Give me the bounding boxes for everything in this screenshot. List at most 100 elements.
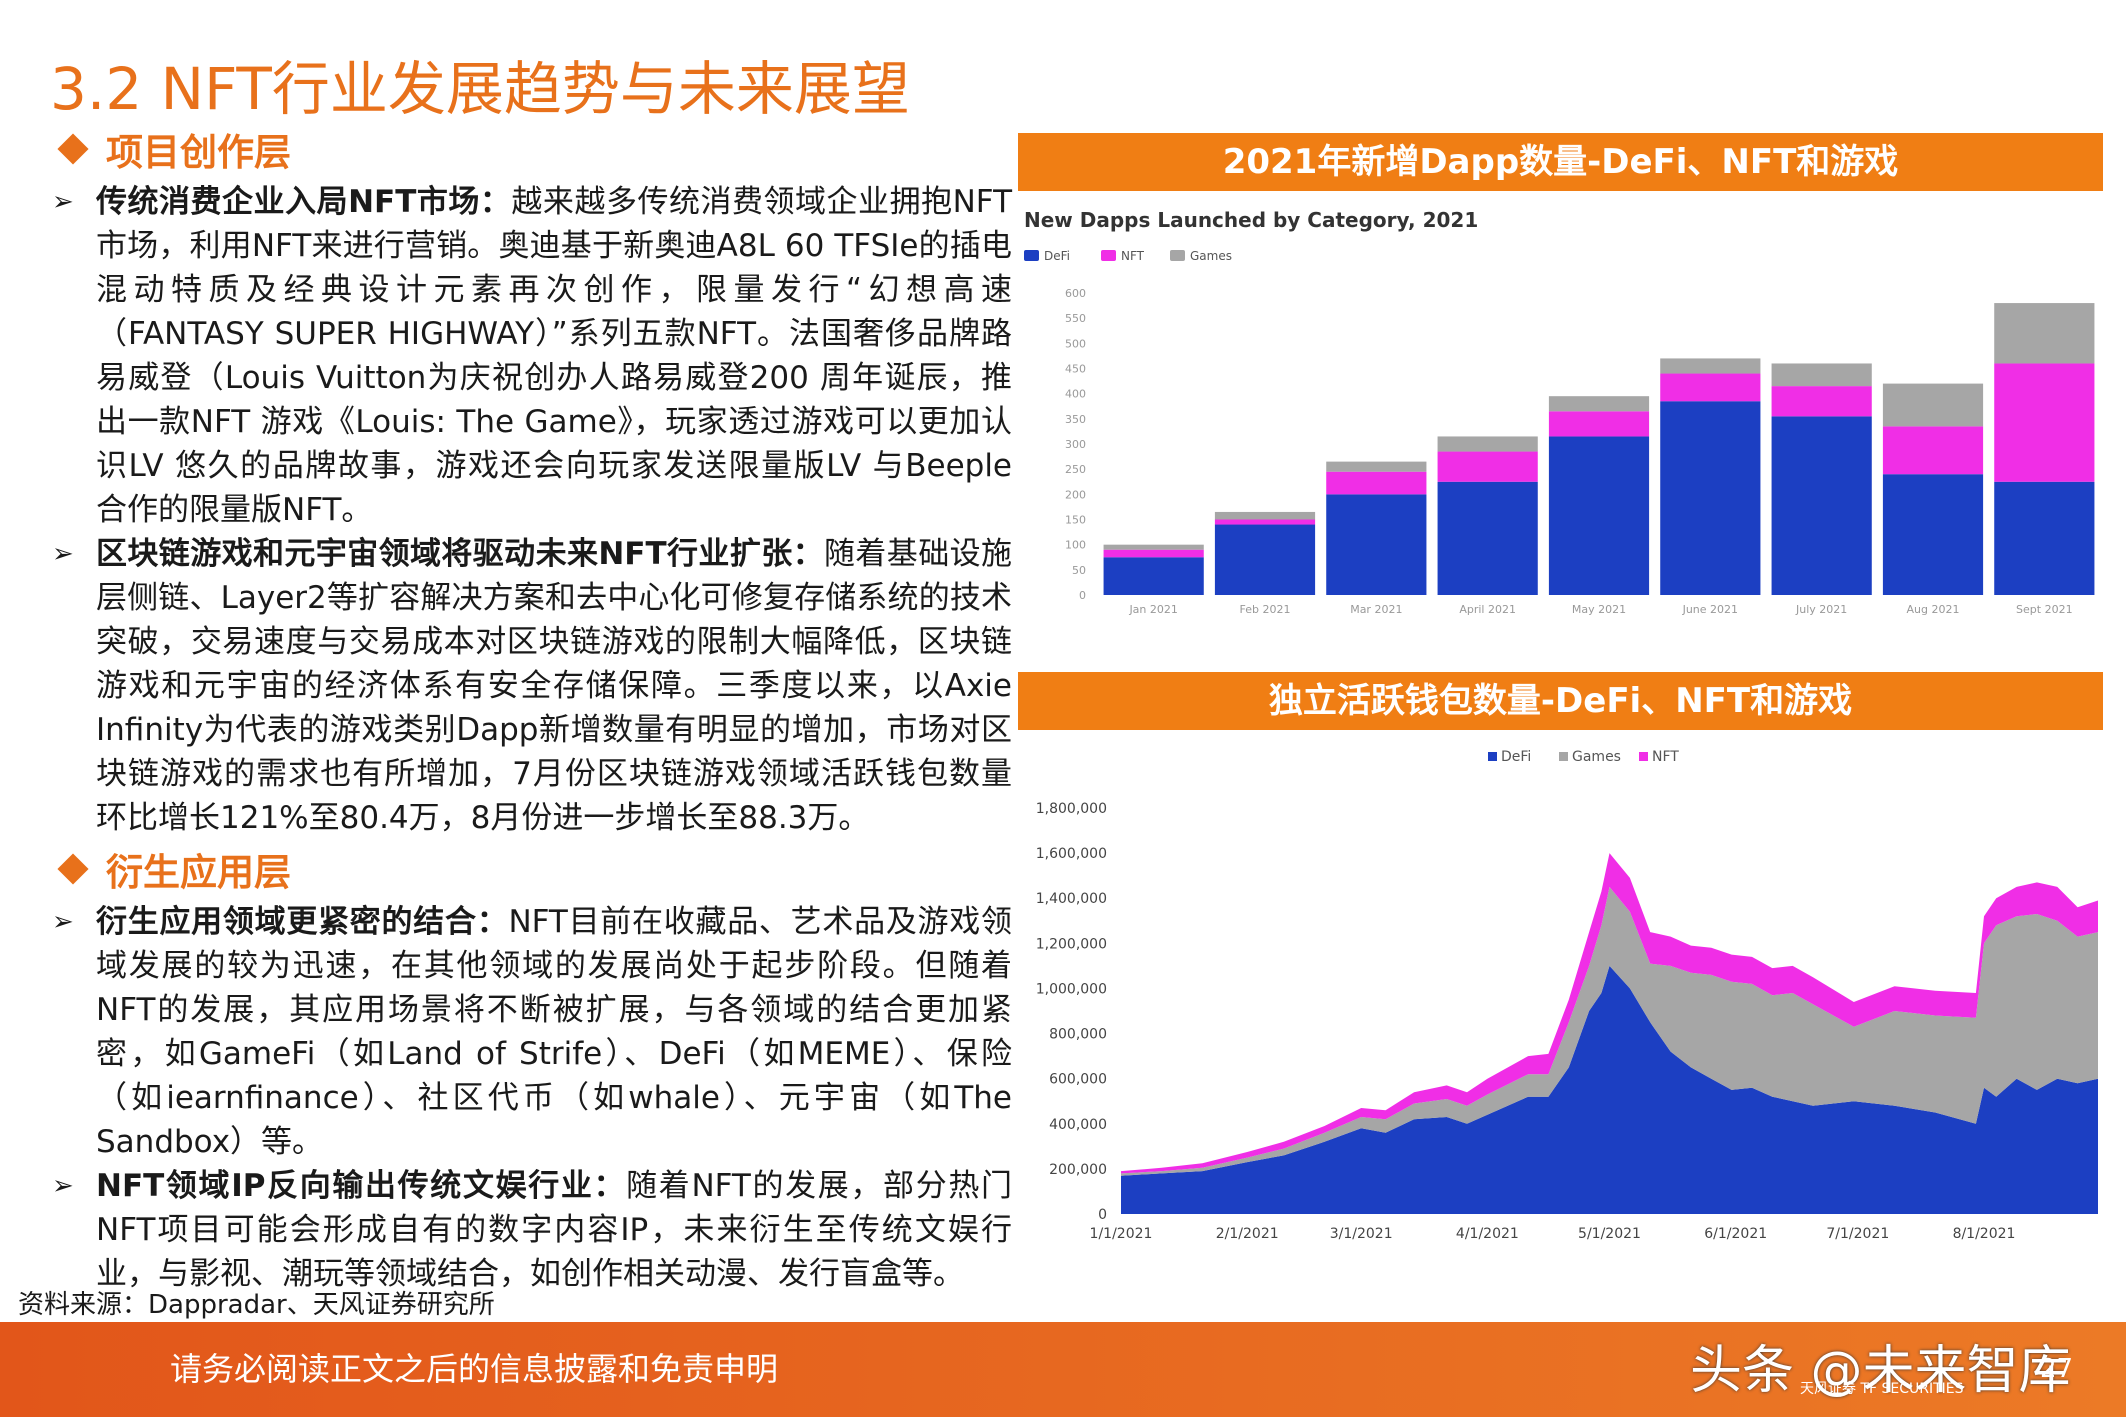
x-tick-label: Sept 2021 <box>2016 603 2073 616</box>
wallet-area-chart: DeFi Games NFT 0 200,000 400,000 600,000 800,00… <box>1036 749 2098 1242</box>
bar-games <box>1882 383 1984 427</box>
y-tick-label: 500 <box>1065 337 1086 350</box>
legend-swatch-nft <box>1101 250 1116 261</box>
section-heading-label: 衍生应用层 <box>106 851 291 894</box>
legend-swatch-games <box>1170 250 1185 261</box>
footer-disclaimer: 请务必阅读正文之后的信息披露和免责申明 <box>170 1350 779 1388</box>
y-tick-label: 250 <box>1065 463 1086 476</box>
arrow-bullet-icon: ➢ <box>52 539 74 569</box>
bar-games <box>1103 544 1204 550</box>
bullet-text: NFT领域IP反向输出传统文娱行业：随着NFT的发展，部分热门NFT项目可能会形… <box>96 1164 1012 1296</box>
y-tick-label: 0 <box>1098 1207 1107 1223</box>
y-tick-label: 1,000,000 <box>1036 981 1107 997</box>
y-tick-label: 300 <box>1065 438 1086 451</box>
bullet-item: ➢ 衍生应用领域更紧密的结合：NFT目前在收藏品、艺术品及游戏领域发展的较为迅速… <box>52 900 1012 1164</box>
bar-games <box>1771 363 1872 387</box>
x-tick-label: Feb 2021 <box>1240 603 1291 616</box>
bar-nft <box>1214 519 1316 525</box>
bullet-item: ➢ 传统消费企业入局NFT市场：越来越多传统消费领域企业拥抱NFT市场，利用NF… <box>52 180 1012 532</box>
bar-defi <box>1103 557 1204 595</box>
bullet-body: 随着基础设施层侧链、Layer2等扩容解决方案和去中心化可修复存储系统的技术突破… <box>96 536 1013 836</box>
y-tick-label: 200 <box>1065 488 1086 501</box>
page-number: 27 <box>2040 1354 2074 1384</box>
bar-games <box>1994 303 2095 364</box>
chart2-banner: 独立活跃钱包数量-DeFi、NFT和游戏 <box>1018 672 2103 730</box>
y-tick-label: 1,800,000 <box>1036 801 1107 817</box>
bar-nft <box>1326 471 1427 495</box>
y-tick-label: 400 <box>1065 388 1086 401</box>
bar-nft <box>1103 549 1204 558</box>
diamond-bullet-icon <box>57 133 89 165</box>
bullet-bold-lead: 衍生应用领域更紧密的结合： <box>96 904 509 940</box>
legend-label-games: Games <box>1190 249 1232 263</box>
bar-defi <box>1326 494 1427 595</box>
bullet-body: NFT目前在收藏品、艺术品及游戏领域发展的较为迅速，在其他领域的发展尚处于起步阶… <box>96 904 1012 1160</box>
bar-nft <box>1994 363 2095 482</box>
x-tick-label: 4/1/2021 <box>1456 1226 1519 1242</box>
bar-defi <box>1660 401 1761 595</box>
bar-defi <box>1994 481 2095 595</box>
y-tick-label: 100 <box>1065 539 1086 552</box>
arrow-bullet-icon: ➢ <box>52 187 74 217</box>
y-tick-label: 550 <box>1065 312 1086 325</box>
bar-nft <box>1882 426 1984 475</box>
x-tick-label: 3/1/2021 <box>1330 1226 1393 1242</box>
chart2-panel: DeFi Games NFT 0 200,000 400,000 600,000 800,00… <box>1018 732 2103 1252</box>
y-tick-label: 150 <box>1065 514 1086 527</box>
legend-label-nft: NFT <box>1652 749 1679 765</box>
y-tick-label: 50 <box>1072 564 1086 577</box>
area-defi <box>1121 965 2098 1214</box>
y-tick-label: 600,000 <box>1049 1072 1107 1088</box>
bullet-item: ➢ NFT领域IP反向输出传统文娱行业：随着NFT的发展，部分热门NFT项目可能… <box>52 1164 1012 1296</box>
x-tick-label: April 2021 <box>1459 603 1516 616</box>
bar-games <box>1437 436 1538 452</box>
text-column: 项目创作层 ➢ 传统消费企业入局NFT市场：越来越多传统消费领域企业拥抱NFT市… <box>52 122 1012 1296</box>
y-tick-label: 400,000 <box>1049 1117 1107 1133</box>
bar-defi <box>1771 416 1872 595</box>
bar-defi <box>1437 481 1538 595</box>
x-tick-label: 1/1/2021 <box>1090 1226 1153 1242</box>
x-tick-label: Mar 2021 <box>1350 603 1402 616</box>
chart1-banner: 2021年新增Dapp数量-DeFi、NFT和游戏 <box>1018 133 2103 191</box>
arrow-bullet-icon: ➢ <box>52 1171 74 1201</box>
x-tick-label: 7/1/2021 <box>1826 1226 1889 1242</box>
x-tick-label: July 2021 <box>1795 603 1847 616</box>
y-tick-label: 600 <box>1065 287 1086 300</box>
x-tick-label: 2/1/2021 <box>1216 1226 1279 1242</box>
bar-games <box>1326 461 1427 472</box>
bar-nft <box>1548 411 1650 437</box>
source-note: 资料来源：Dappradar、天风证券研究所 <box>18 1290 495 1320</box>
y-tick-label: 1,200,000 <box>1036 936 1107 952</box>
dapp-bar-chart: New Dapps Launched by Category, 2021 DeFi… <box>1024 208 2095 616</box>
legend-swatch-defi <box>1024 250 1039 261</box>
bullet-bold-lead: NFT领域IP反向输出传统文娱行业： <box>96 1168 627 1204</box>
bar-nft <box>1437 451 1538 482</box>
bullet-body: 随着NFT的发展，部分热门NFT项目可能会形成自有的数字内容IP，未来衍生至传统… <box>96 1168 1012 1292</box>
x-tick-label: May 2021 <box>1572 603 1626 616</box>
y-tick-label: 200,000 <box>1049 1162 1107 1178</box>
x-tick-label: June 2021 <box>1682 603 1738 616</box>
y-tick-label: 0 <box>1079 589 1086 602</box>
bullet-item: ➢ 区块链游戏和元宇宙领域将驱动未来NFT行业扩张：随着基础设施层侧链、Laye… <box>52 532 1012 840</box>
legend-swatch-games <box>1559 752 1568 761</box>
bar-defi <box>1882 474 1984 595</box>
section-heading-creation: 项目创作层 <box>52 122 1012 176</box>
y-tick-label: 1,600,000 <box>1036 846 1107 862</box>
legend-label-nft: NFT <box>1121 249 1145 263</box>
bar-defi <box>1548 436 1650 595</box>
toutiao-watermark: 头条 @未来智库 <box>1690 1341 2071 1401</box>
bar-nft <box>1771 386 1872 417</box>
bar-games <box>1214 511 1316 520</box>
bullet-text: 区块链游戏和元宇宙领域将驱动未来NFT行业扩张：随着基础设施层侧链、Layer2… <box>96 532 1012 840</box>
x-tick-label: Jan 2021 <box>1128 603 1177 616</box>
legend-swatch-defi <box>1488 752 1497 761</box>
arrow-bullet-icon: ➢ <box>52 907 74 937</box>
section-heading-label: 项目创作层 <box>106 131 291 174</box>
bullet-text: 衍生应用领域更紧密的结合：NFT目前在收藏品、艺术品及游戏领域发展的较为迅速，在… <box>96 900 1012 1164</box>
section-heading-derivative: 衍生应用层 <box>52 842 1012 896</box>
area-games <box>1121 886 2098 1176</box>
x-tick-label: 6/1/2021 <box>1704 1226 1767 1242</box>
legend-label-defi: DeFi <box>1501 749 1531 765</box>
bar-defi <box>1214 524 1316 595</box>
chart-title: New Dapps Launched by Category, 2021 <box>1024 208 1478 232</box>
